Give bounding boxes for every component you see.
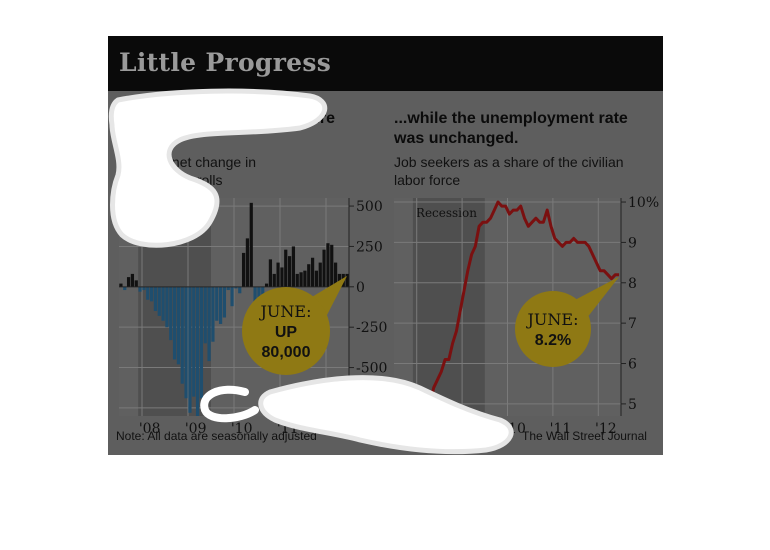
- bar: [226, 286, 230, 291]
- bar: [180, 286, 184, 384]
- bar: [295, 273, 299, 287]
- footer-credit: The Wall Street Journal: [522, 429, 647, 443]
- right-chart: Recession10%98765'08'09'10'11'12JUNE:8.2…: [394, 195, 659, 437]
- bar: [161, 286, 165, 321]
- bar: [230, 286, 234, 307]
- y-tick-label: 7: [628, 316, 637, 332]
- y-tick-label: 500: [356, 199, 383, 215]
- bar: [287, 256, 292, 287]
- y-tick-label: -250: [356, 320, 387, 336]
- bar: [126, 277, 131, 287]
- bar: [238, 286, 242, 294]
- bar: [322, 249, 326, 287]
- bar: [203, 286, 207, 344]
- x-tick-label: '09: [185, 421, 207, 437]
- bar: [276, 262, 280, 287]
- bar: [318, 262, 322, 287]
- title-bar: Little Progress: [108, 36, 663, 91]
- callout-circle: [242, 287, 330, 375]
- bar: [272, 273, 276, 287]
- bar: [222, 286, 227, 318]
- callout-line: 8.2%: [535, 332, 571, 349]
- bar: [234, 286, 238, 289]
- callout-pointer: [573, 276, 620, 318]
- bar: [218, 286, 223, 324]
- bar: [257, 286, 261, 300]
- june-callout: JUNE: 8.2%: [515, 276, 620, 367]
- bar: [142, 286, 146, 291]
- bar: [345, 273, 349, 287]
- bar: [172, 286, 177, 360]
- bar: [153, 286, 158, 312]
- chart-figure: Little Progress Employers continued to h…: [108, 36, 663, 455]
- callout-line: JUNE:: [526, 310, 579, 329]
- bar: [326, 243, 330, 287]
- bar: [314, 270, 319, 287]
- bar: [261, 286, 265, 295]
- y-tick-label: 250: [356, 239, 383, 255]
- callout-line: UP: [275, 324, 298, 341]
- bar: [333, 262, 338, 287]
- bar: [303, 270, 307, 287]
- figure-title: Little Progress: [119, 48, 332, 77]
- bar: [253, 286, 257, 310]
- bar: [307, 264, 311, 287]
- callout-line: JUNE:: [259, 302, 312, 321]
- x-tick-label: '08: [139, 421, 161, 437]
- bar: [330, 244, 334, 287]
- y-tick-label: -500: [356, 361, 387, 377]
- bar: [284, 249, 288, 287]
- right-chart-subtitle: Job seekers as a share of the civilian l…: [394, 154, 624, 188]
- bar: [310, 257, 315, 287]
- bar: [184, 286, 188, 399]
- y-tick-label: 5: [628, 397, 637, 413]
- bar: [268, 259, 273, 287]
- footer-source: Source: Labor Department: [353, 429, 495, 443]
- bar: [199, 286, 204, 399]
- bar: [165, 286, 169, 328]
- y-tick-label: 0: [356, 280, 365, 296]
- bar: [211, 286, 215, 342]
- y-tick-label: 8: [628, 276, 637, 292]
- callout-line: 80,000: [262, 344, 311, 361]
- bar: [157, 286, 161, 316]
- bar: [134, 280, 138, 287]
- bar: [169, 286, 173, 341]
- bar: [119, 283, 123, 287]
- footer-note: Note: All data are seasonally adjusted: [116, 429, 317, 443]
- bar: [188, 286, 192, 413]
- bar: [123, 286, 127, 291]
- bar: [299, 272, 303, 287]
- x-tick-label: '11: [550, 421, 572, 437]
- recession-label: Recession: [416, 206, 477, 220]
- x-tick-label: '10: [231, 421, 253, 437]
- callout-circle: [515, 291, 591, 367]
- bar: [264, 283, 269, 287]
- bar: [149, 286, 154, 302]
- bar: [245, 238, 250, 287]
- y-tick-label: 9: [628, 235, 637, 251]
- bar: [138, 286, 142, 292]
- right-chart-title: ...while the unemployment rate was uncha…: [394, 110, 628, 147]
- bar: [291, 246, 296, 287]
- bar: [195, 286, 200, 416]
- bar: [130, 273, 135, 287]
- bar: [241, 252, 246, 287]
- bar: [215, 286, 219, 321]
- bar: [146, 286, 150, 300]
- bar: [280, 267, 284, 287]
- y-tick-label: 10%: [628, 195, 659, 211]
- bar: [337, 273, 342, 287]
- x-tick-label: '12: [595, 421, 617, 437]
- june-callout: JUNE: UP 80,000: [242, 275, 348, 375]
- recession-shade: [412, 198, 485, 416]
- bar: [176, 286, 181, 365]
- y-tick-label: 6: [628, 357, 637, 373]
- bar: [192, 286, 196, 397]
- bar: [207, 286, 211, 362]
